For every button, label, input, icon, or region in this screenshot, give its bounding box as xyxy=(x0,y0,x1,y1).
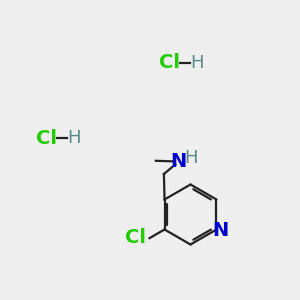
Text: H: H xyxy=(184,149,198,167)
Text: Cl: Cl xyxy=(36,128,57,148)
Text: Cl: Cl xyxy=(125,228,146,247)
Text: N: N xyxy=(170,152,186,171)
Text: H: H xyxy=(191,54,204,72)
Text: N: N xyxy=(212,221,228,240)
Text: Cl: Cl xyxy=(159,53,180,73)
Text: H: H xyxy=(68,129,81,147)
